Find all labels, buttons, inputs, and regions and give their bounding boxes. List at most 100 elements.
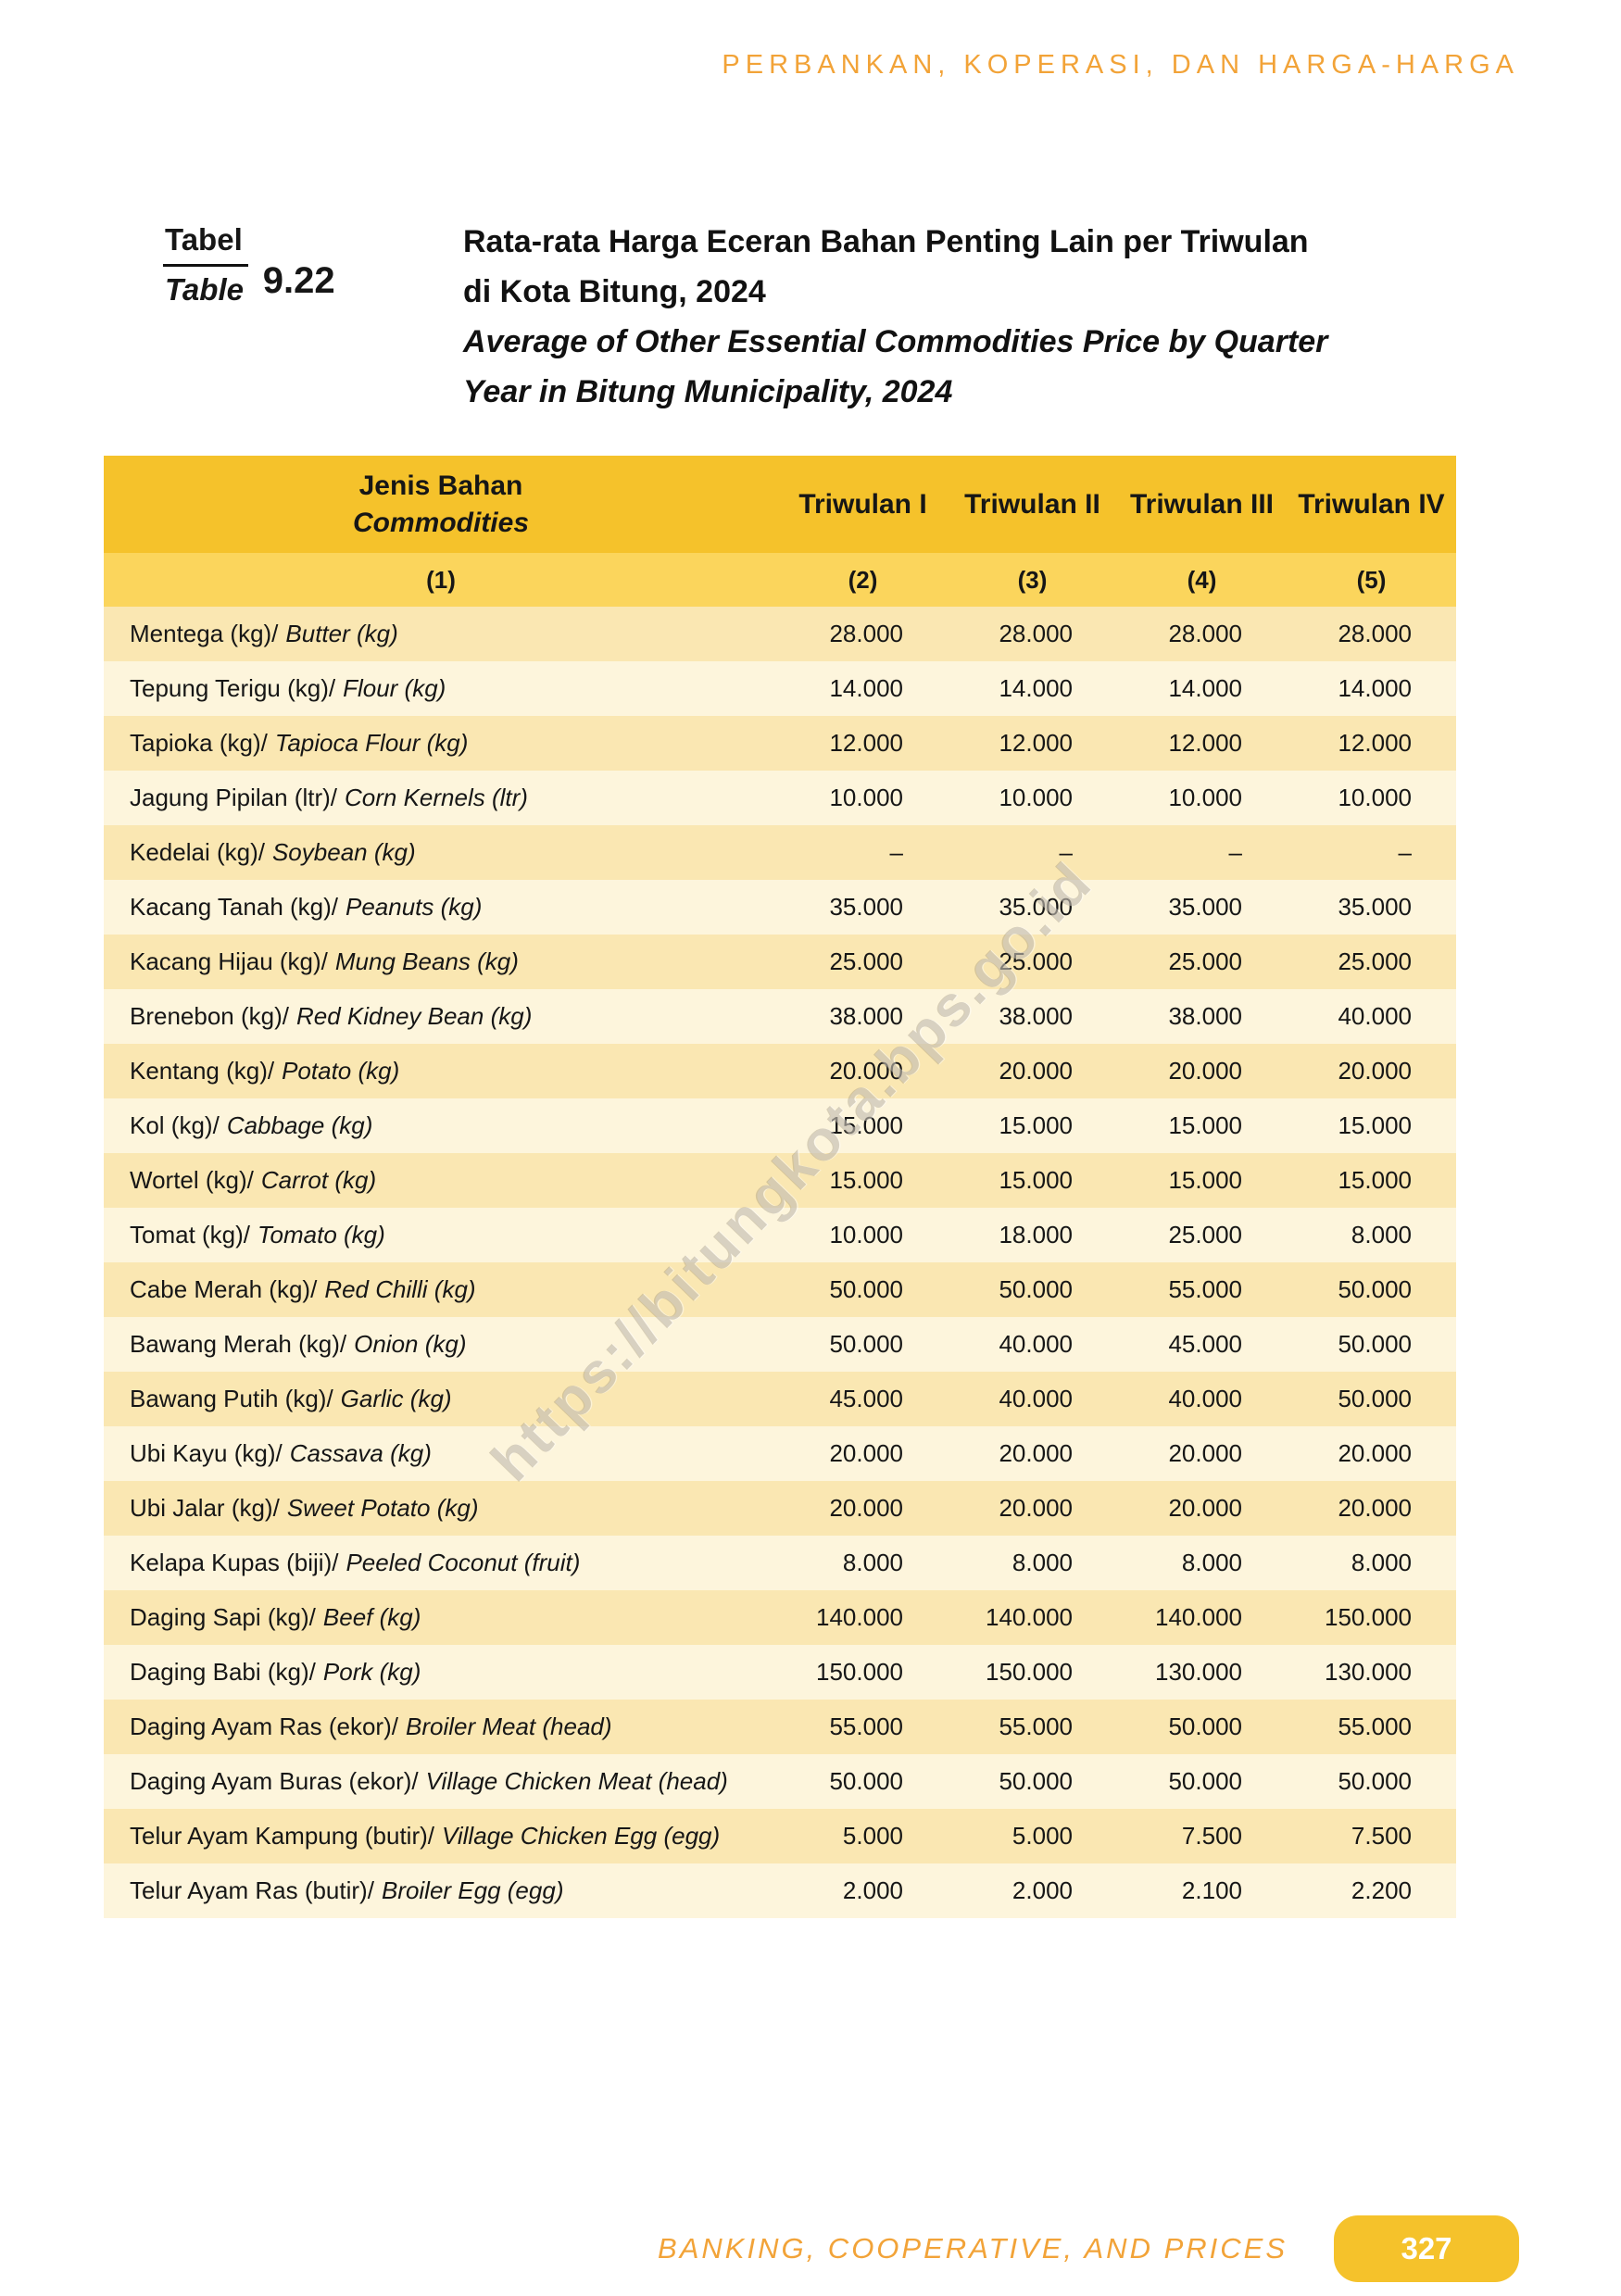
commodity-name-en: Sweet Potato (kg) [286, 1494, 479, 1522]
price-value: 38.000 [999, 1002, 1073, 1030]
price-value: 50.000 [1338, 1330, 1412, 1358]
price-value: 50.000 [829, 1330, 903, 1358]
commodity-name: Daging Ayam Ras (ekor)/ Broiler Meat (hea… [104, 1700, 778, 1754]
table-row: Daging Ayam Ras (ekor)/ Broiler Meat (hea… [104, 1700, 1456, 1754]
price-value: 15.000 [1338, 1166, 1412, 1194]
price-value: 50.000 [1338, 1767, 1412, 1795]
price-value: 15.000 [999, 1111, 1073, 1139]
price-value: 20.000 [1338, 1439, 1412, 1467]
commodity-name: Bawang Putih (kg)/ Garlic (kg) [104, 1372, 778, 1426]
price-value: 20.000 [999, 1439, 1073, 1467]
price-value: 2.100 [1181, 1876, 1242, 1904]
price-value: 28.000 [829, 620, 903, 647]
commodity-name: Kentang (kg)/Potato (kg) [104, 1044, 778, 1098]
price-value: 12.000 [1168, 729, 1242, 757]
table-row: Mentega (kg)/Butter (kg) 28.000 28.000 28.0… [104, 607, 1456, 661]
price-value: 20.000 [999, 1494, 1073, 1522]
price-value: 50.000 [1168, 1767, 1242, 1795]
title-line-en-2: Year in Bitung Municipality, 2024 [463, 374, 953, 409]
price-value: 38.000 [1168, 1002, 1242, 1030]
price-value: 20.000 [1338, 1057, 1412, 1085]
price-value: 14.000 [1338, 674, 1412, 702]
table-row: Kacang Hijau (kg)/Mung Beans (kg) 25.000 2… [104, 935, 1456, 989]
commodity-name-id: Tomat (kg)/ [130, 1221, 251, 1248]
price-value: 50.000 [829, 1767, 903, 1795]
table-row: Bawang Putih (kg)/ Garlic (kg) 45.000 40.00… [104, 1372, 1456, 1426]
table-label: Tabel Table 9.22 [163, 222, 335, 307]
table-row: Wortel (kg)/Carrot (kg) 15.000 15.000 15.00… [104, 1153, 1456, 1208]
price-value: 18.000 [999, 1221, 1073, 1248]
price-value: 20.000 [1338, 1494, 1412, 1522]
column-number: (4) [1187, 565, 1217, 594]
footer-chapter-title: BANKING, COOPERATIVE, AND PRICES [658, 2232, 1288, 2265]
table-row: Ubi Jalar (kg)/Sweet Potato (kg) 20.000 20… [104, 1481, 1456, 1536]
commodity-name-en: Carrot (kg) [260, 1166, 377, 1194]
price-value: 14.000 [829, 674, 903, 702]
commodity-name: Cabe Merah (kg)/Red Chilli (kg) [104, 1262, 778, 1317]
commodity-name-en: Cabbage (kg) [226, 1111, 373, 1139]
header-commodities-en: Commodities [352, 507, 530, 538]
price-value: 55.000 [999, 1713, 1073, 1740]
commodity-name-en: Tapioca Flour (kg) [274, 729, 469, 757]
commodity-name-en: Pork (kg) [322, 1658, 421, 1686]
header-quarter-2: Triwulan II [964, 488, 1100, 520]
price-value: 50.000 [1338, 1275, 1412, 1303]
price-value: 25.000 [1168, 1221, 1242, 1248]
commodity-name-en: Red Chilli (kg) [324, 1275, 476, 1303]
commodity-name-id: Daging Sapi (kg)/ [130, 1603, 316, 1631]
price-value: 35.000 [829, 893, 903, 921]
commodity-name-en: Broiler Egg (egg) [381, 1876, 564, 1904]
commodity-name-id: Daging Ayam Ras (ekor)/ [130, 1713, 398, 1740]
price-value: 55.000 [1168, 1275, 1242, 1303]
price-value: 35.000 [1338, 893, 1412, 921]
commodity-name-en: Red Kidney Bean (kg) [295, 1002, 533, 1030]
commodity-name: Ubi Kayu (kg)/Cassava (kg) [104, 1426, 778, 1481]
table-row: Cabe Merah (kg)/Red Chilli (kg) 50.000 50.… [104, 1262, 1456, 1317]
price-value: 14.000 [999, 674, 1073, 702]
price-value: 45.000 [829, 1385, 903, 1412]
page-footer: BANKING, COOPERATIVE, AND PRICES 327 [658, 2215, 1519, 2282]
price-value: 8.000 [1351, 1221, 1412, 1248]
table-row: Telur Ayam Ras (butir)/Broiler Egg (egg)… [104, 1863, 1456, 1918]
column-number: (5) [1356, 565, 1387, 594]
price-value: 12.000 [999, 729, 1073, 757]
price-value: – [1228, 838, 1242, 866]
commodity-name-id: Jagung Pipilan (ltr)/ [130, 784, 337, 811]
header-commodities-id: Jenis Bahan [358, 470, 523, 501]
table-number: 9.22 [262, 259, 335, 301]
commodity-name-id: Kelapa Kupas (biji)/ [130, 1549, 339, 1576]
table-row: Kol (kg)/Cabbage (kg) 15.000 15.000 15.000 1… [104, 1098, 1456, 1153]
commodity-name-id: Kacang Hijau (kg)/ [130, 947, 328, 975]
price-value: 5.000 [842, 1822, 903, 1850]
price-value: 2.000 [1012, 1876, 1073, 1904]
price-value: 12.000 [1338, 729, 1412, 757]
commodity-name: Kelapa Kupas (biji)/ Peeled Coconut (frui… [104, 1536, 778, 1590]
commodity-name-id: Kedelai (kg)/ [130, 838, 265, 866]
commodity-name-en: Beef (kg) [322, 1603, 421, 1631]
price-value: 50.000 [1168, 1713, 1242, 1740]
commodity-name-en: Garlic (kg) [340, 1385, 452, 1412]
price-value: 15.000 [829, 1166, 903, 1194]
commodity-name-id: Kentang (kg)/ [130, 1057, 275, 1085]
price-value: – [1059, 838, 1073, 866]
commodity-name: Tomat (kg)/ Tomato (kg) [104, 1208, 778, 1262]
commodity-name-en: Mung Beans (kg) [334, 947, 519, 975]
price-value: 55.000 [829, 1713, 903, 1740]
commodity-name-en: Village Chicken Egg (egg) [442, 1822, 721, 1850]
price-value: 10.000 [1168, 784, 1242, 811]
price-value: 10.000 [829, 784, 903, 811]
price-value: 7.500 [1181, 1822, 1242, 1850]
table-label-en: Table [165, 272, 244, 307]
commodity-name-en: Broiler Meat (head) [405, 1713, 612, 1740]
table-row: Ubi Kayu (kg)/Cassava (kg) 20.000 20.000 20… [104, 1426, 1456, 1481]
price-value: 10.000 [1338, 784, 1412, 811]
price-value: 10.000 [999, 784, 1073, 811]
chapter-header: PERBANKAN, KOPERASI, DAN HARGA-HARGA [722, 50, 1519, 80]
commodity-name-id: Telur Ayam Ras (butir)/ [130, 1876, 374, 1904]
price-value: 50.000 [829, 1275, 903, 1303]
table-row: Daging Sapi (kg)/Beef (kg) 140.000 140.000… [104, 1590, 1456, 1645]
commodity-name-id: Telur Ayam Kampung (butir)/ [130, 1822, 434, 1850]
price-value: 15.000 [1168, 1166, 1242, 1194]
column-number-row: (1) (2) (3) (4) (5) [104, 553, 1456, 607]
price-value: 35.000 [999, 893, 1073, 921]
